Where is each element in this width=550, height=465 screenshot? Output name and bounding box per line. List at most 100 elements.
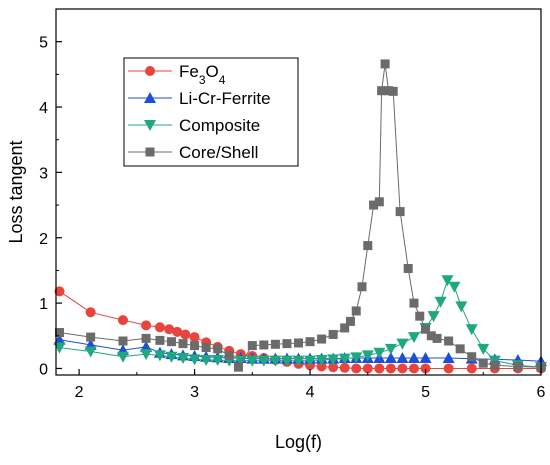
data-point-composite-6 (177, 353, 190, 365)
data-point-fe3o4-19 (316, 361, 327, 372)
data-point-composite-22 (361, 350, 374, 362)
data-point-composite-24 (384, 343, 397, 355)
data-point-core-shell-42 (490, 360, 500, 370)
data-point-composite-23 (373, 347, 386, 359)
legend-marker-core-shell (145, 147, 155, 157)
data-point-core-shell-5 (166, 337, 176, 347)
data-point-core-shell-27 (377, 86, 387, 96)
legend-fe3o4-part-o: O (206, 62, 219, 81)
data-point-core-shell-22 (351, 306, 361, 316)
data-point-fe3o4-8 (189, 332, 200, 343)
data-point-composite-13 (257, 355, 270, 367)
y-tick-label-3: 3 (39, 165, 48, 182)
x-axis-title: Log(f) (275, 432, 322, 452)
data-point-fe3o4-2 (117, 315, 128, 326)
data-point-fe3o4-30 (466, 363, 477, 374)
data-point-core-shell-28 (380, 59, 390, 69)
data-point-core-shell-19 (328, 329, 338, 339)
data-point-fe3o4-0 (54, 286, 65, 297)
data-point-core-shell-15 (282, 339, 292, 349)
plot-border (55, 8, 542, 376)
data-point-fe3o4-25 (385, 363, 396, 374)
y-axis-title: Loss tangent (6, 140, 26, 243)
data-point-composite-18 (315, 354, 328, 366)
data-point-core-shell-24 (363, 241, 373, 251)
data-point-composite-9 (211, 354, 224, 366)
data-point-core-shell-38 (444, 336, 454, 346)
data-point-composite-26 (407, 332, 420, 344)
data-point-core-shell-9 (213, 344, 223, 354)
x-tick-label-4: 4 (306, 384, 315, 401)
legend-fe3o4-sub-3: 3 (199, 73, 206, 87)
data-point-core-shell-16 (294, 338, 303, 348)
data-point-composite-29 (434, 296, 447, 308)
legend-fe3o4-part-fe: Fe (179, 62, 199, 81)
data-point-core-shell-36 (426, 331, 436, 341)
data-point-composite-1 (84, 346, 97, 358)
y-tick-label-2: 2 (39, 231, 48, 248)
data-point-core-shell-14 (270, 339, 280, 349)
data-point-core-shell-7 (190, 341, 200, 351)
data-point-core-shell-4 (155, 335, 165, 345)
x-tick-label-5: 5 (421, 384, 430, 401)
legend-marker-li-cr-ferrite (144, 92, 156, 103)
data-point-composite-12 (246, 355, 259, 367)
data-point-core-shell-23 (357, 282, 367, 292)
data-point-fe3o4-1 (85, 307, 96, 318)
data-point-core-shell-3 (141, 333, 151, 343)
data-point-core-shell-6 (178, 339, 188, 349)
data-point-composite-31 (448, 281, 461, 293)
data-point-composite-19 (327, 354, 340, 366)
legend-label-li-cr-ferrite: Li-Cr-Ferrite (179, 89, 271, 108)
data-point-fe3o4-4 (154, 322, 165, 333)
data-point-fe3o4-27 (408, 363, 419, 374)
data-point-li-cr-ferrite-24 (384, 352, 397, 364)
data-point-composite-20 (338, 353, 351, 365)
data-point-core-shell-39 (455, 344, 465, 354)
data-point-core-shell-32 (403, 263, 413, 273)
data-point-composite-21 (350, 352, 363, 364)
data-point-composite-14 (269, 355, 282, 367)
data-point-core-shell-8 (201, 343, 211, 353)
x-tick-label-3: 3 (190, 384, 199, 401)
data-point-fe3o4-28 (420, 363, 431, 374)
data-point-composite-30 (441, 275, 454, 287)
data-point-core-shell-11 (233, 362, 243, 372)
data-point-composite-33 (465, 324, 478, 336)
legend-label-composite: Composite (179, 116, 260, 135)
data-point-fe3o4-7 (180, 329, 191, 340)
data-point-core-shell-33 (409, 298, 419, 308)
data-point-composite-5 (165, 351, 178, 363)
data-point-fe3o4-24 (374, 363, 385, 374)
x-tick-label-2: 2 (75, 384, 84, 401)
data-point-core-shell-18 (317, 334, 327, 344)
data-point-composite-15 (280, 355, 293, 367)
data-point-fe3o4-3 (141, 320, 152, 331)
series-core-shell (54, 59, 546, 372)
data-point-fe3o4-26 (397, 363, 408, 374)
legend: Fe3O4 Li-Cr-Ferrite Composite Core/Shell (123, 57, 299, 167)
data-point-fe3o4-6 (172, 326, 183, 337)
legend-marker-fe3o4 (145, 66, 155, 76)
data-point-core-shell-31 (395, 207, 405, 217)
legend-label-fe3o4: Fe3O4 (179, 62, 226, 87)
data-point-composite-32 (455, 301, 468, 313)
data-point-li-cr-ferrite-28 (442, 352, 455, 364)
data-point-fe3o4-21 (339, 362, 350, 373)
data-point-core-shell-29 (384, 86, 394, 96)
data-point-core-shell-30 (388, 86, 398, 96)
data-point-core-shell-1 (86, 332, 96, 342)
data-point-composite-17 (304, 355, 317, 367)
y-tick-label-0: 0 (39, 361, 48, 378)
data-point-core-shell-2 (118, 336, 128, 346)
data-point-core-shell-34 (415, 311, 425, 321)
data-point-core-shell-17 (305, 337, 315, 347)
data-point-composite-34 (477, 343, 490, 355)
data-point-li-cr-ferrite-27 (419, 352, 432, 364)
data-point-core-shell-40 (467, 352, 477, 362)
data-point-core-shell-43 (513, 362, 523, 372)
data-point-core-shell-20 (340, 323, 350, 333)
data-point-composite-4 (153, 350, 166, 362)
